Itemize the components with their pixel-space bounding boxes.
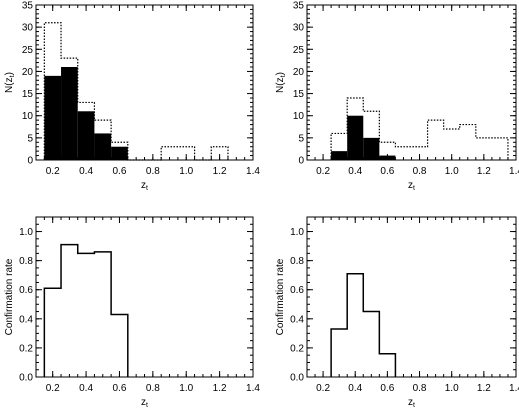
y-tick-label: 0.6 <box>19 285 33 296</box>
x-tick-label: 1.2 <box>213 383 227 394</box>
y-tick-label: 0 <box>27 156 33 167</box>
histogram-step-line <box>330 272 397 377</box>
y-axis-label: N(zt) <box>275 72 287 93</box>
bar-filled <box>331 151 348 160</box>
x-tick-label: 1.2 <box>477 166 491 177</box>
y-tick-label: 5 <box>27 133 33 144</box>
y-tick-label: 0.6 <box>290 285 304 296</box>
y-tick-label: 10 <box>293 111 305 122</box>
bar-filled <box>44 75 62 160</box>
y-tick-label: 1.0 <box>290 227 304 238</box>
x-axis-label: zt <box>408 397 415 408</box>
plot-frame <box>306 4 517 161</box>
chart-panel-4: 0.2 0.4 0.6 0.8 1.0 1.2 1.4 0.0 0.2 0.4 0.6 0.8 1.0 z… <box>275 216 519 408</box>
y-tick-label: 0.0 <box>290 373 304 384</box>
x-tick-label: 0.6 <box>380 166 394 177</box>
y-tick-label: 20 <box>22 67 34 78</box>
x-tick-label: 0.2 <box>46 383 60 394</box>
x-tick-label: 1.2 <box>477 383 491 394</box>
y-tick-label: 5 <box>298 133 304 144</box>
y-tick-label: 35 <box>293 1 305 12</box>
y-tick-label: 1.0 <box>19 227 33 238</box>
y-tick-label: 20 <box>293 67 305 78</box>
y-tick-label: 0.2 <box>290 343 304 354</box>
x-tick-label: 1.4 <box>509 166 519 177</box>
y-axis-label: Confirmation rate <box>4 258 15 335</box>
x-tick-label: 0.6 <box>113 166 127 177</box>
x-tick-label: 0.4 <box>79 383 93 394</box>
x-tick-label: 0.8 <box>413 166 427 177</box>
chart-panel-1: 0.2 0.4 0.6 0.8 1.0 1.2 1.4 0 5 10 15 20 25 30 35 zt N(z… <box>4 1 260 193</box>
x-tick-label: 0.8 <box>146 166 160 177</box>
x-tick-label: 0.2 <box>316 166 330 177</box>
x-tick-label: 1.4 <box>509 383 519 394</box>
bar-filled <box>347 115 364 160</box>
x-tick-label: 1.0 <box>179 383 193 394</box>
x-tick-label: 0.8 <box>146 383 160 394</box>
y-tick-label: 15 <box>293 89 305 100</box>
plot-frame <box>306 216 517 378</box>
y-tick-label: 30 <box>22 23 34 34</box>
y-tick-label: 0.2 <box>19 343 33 354</box>
x-tick-label: 0.2 <box>316 383 330 394</box>
y-tick-label: 0.4 <box>290 314 304 325</box>
y-tick-label: 25 <box>22 45 34 56</box>
y-tick-label: 30 <box>293 23 305 34</box>
y-axis-label: Confirmation rate <box>275 258 286 335</box>
bar-filled <box>94 133 112 160</box>
x-axis-label: zt <box>408 180 415 192</box>
histogram-step-line <box>43 243 129 377</box>
y-axis-label: N(zt) <box>4 72 16 93</box>
x-tick-label: 1.4 <box>246 383 260 394</box>
histogram-step-line <box>330 97 509 160</box>
x-tick-label: 1.0 <box>179 166 193 177</box>
y-tick-label: 0.0 <box>19 373 33 384</box>
y-tick-label: 0.4 <box>19 314 33 325</box>
plot-frame <box>35 216 254 378</box>
y-tick-label: 15 <box>22 89 34 100</box>
chart-panel-2: 0.2 0.4 0.6 0.8 1.0 1.2 1.4 0 5 10 15 20 25 30 35 zt N(z… <box>275 1 519 193</box>
x-tick-label: 0.8 <box>413 383 427 394</box>
y-tick-label: 35 <box>22 1 34 12</box>
x-tick-label: 1.4 <box>246 166 260 177</box>
bar-filled <box>77 111 95 160</box>
x-tick-label: 0.4 <box>348 383 362 394</box>
x-tick-label: 1.0 <box>445 166 459 177</box>
bar-filled <box>61 67 78 160</box>
chart-panel-3: 0.2 0.4 0.6 0.8 1.0 1.2 1.4 0.0 0.2 0.4 0.6 0.8 1.0 z… <box>4 216 260 408</box>
x-tick-label: 0.4 <box>348 166 362 177</box>
y-tick-label: 25 <box>293 45 305 56</box>
bar-filled <box>363 137 380 160</box>
x-tick-label: 0.4 <box>79 166 93 177</box>
y-tick-label: 0 <box>298 156 304 167</box>
y-tick-label: 10 <box>22 111 34 122</box>
x-tick-label: 0.2 <box>46 166 60 177</box>
y-tick-label: 0.8 <box>290 256 304 267</box>
x-axis-label: zt <box>141 180 148 192</box>
bar-filled <box>111 146 128 160</box>
x-axis-label: zt <box>141 397 148 408</box>
y-tick-label: 0.8 <box>19 256 33 267</box>
x-tick-label: 1.0 <box>445 383 459 394</box>
x-tick-label: 0.6 <box>113 383 127 394</box>
x-tick-label: 1.2 <box>213 166 227 177</box>
x-tick-label: 0.6 <box>380 383 394 394</box>
